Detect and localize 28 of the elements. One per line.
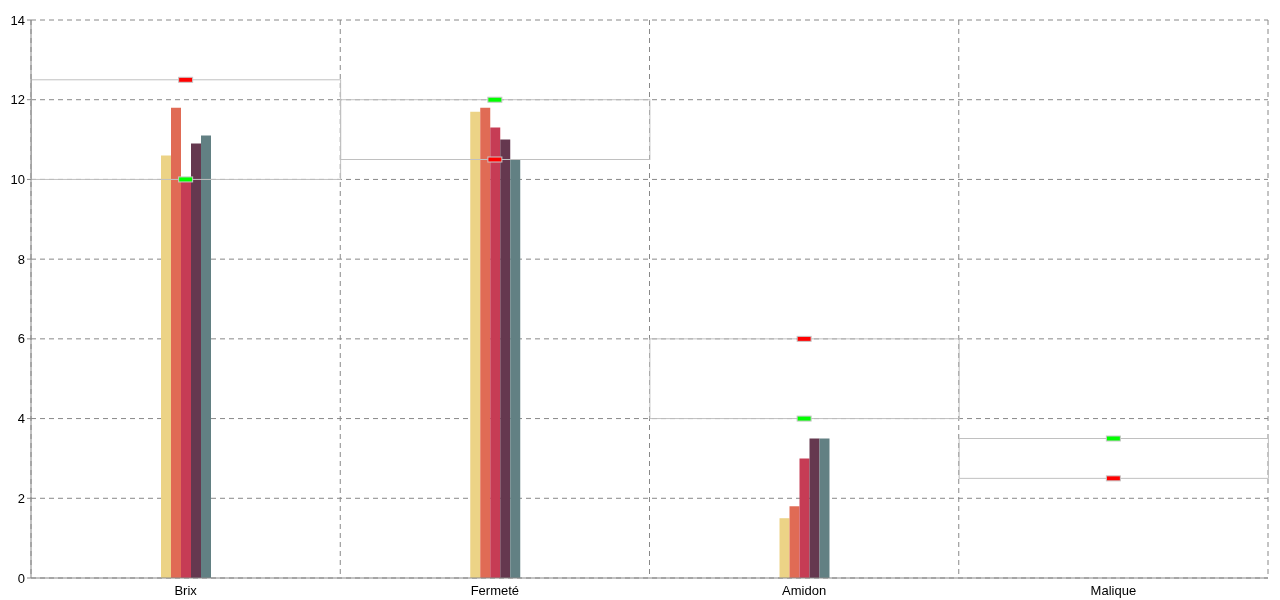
x-tick-label: Amidon: [782, 583, 827, 599]
y-tick-label: 12: [10, 92, 25, 108]
bar: [510, 159, 521, 578]
y-tick-label: 8: [17, 251, 25, 267]
bar: [500, 139, 511, 578]
bar: [789, 506, 800, 578]
bar: [470, 111, 481, 578]
bar: [819, 438, 830, 578]
y-tick-label: 10: [10, 172, 25, 188]
bar: [649, 338, 960, 420]
bar: [161, 155, 171, 578]
y-tick-label: 4: [17, 411, 25, 427]
x-tick-label: Malique: [1090, 583, 1137, 599]
y-tick-label: 14: [10, 12, 25, 28]
x-tick-label: Brix: [174, 583, 198, 599]
y-tick-label: 6: [17, 331, 25, 347]
bar: [480, 107, 491, 578]
bar: [958, 438, 1269, 479]
y-tick-label: 2: [17, 490, 25, 506]
x-tick-label: Fermeté: [470, 583, 520, 599]
bar: [490, 127, 501, 578]
y-tick-label: 0: [17, 570, 25, 586]
bar: [779, 518, 790, 578]
bar: [809, 438, 820, 578]
bar: [799, 458, 810, 578]
bar: [171, 107, 181, 578]
bar: [191, 143, 201, 578]
bar: [201, 135, 211, 578]
